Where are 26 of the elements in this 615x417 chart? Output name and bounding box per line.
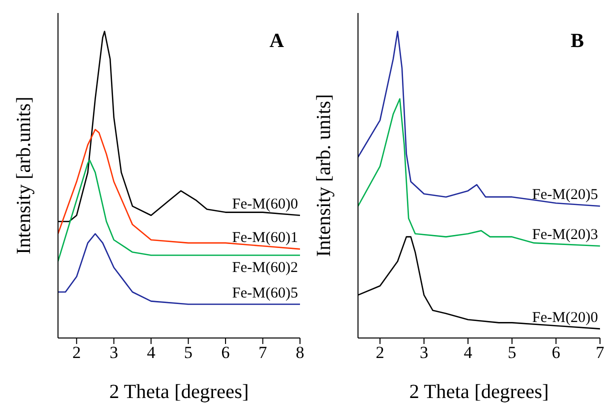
x-tick-label: 5	[508, 343, 516, 362]
x-tick-label: 4	[464, 343, 473, 362]
x-tick-label: 8	[296, 343, 304, 362]
series-label: Fe-M(60)0	[232, 196, 298, 212]
x-tick-label: 4	[146, 343, 156, 362]
x-axis-title: 2 Theta [degrees]	[409, 381, 549, 403]
x-axis-title: 2 Theta [degrees]	[109, 381, 249, 403]
series-label: Fe-M(60)5	[232, 285, 298, 302]
x-tick-label: 6	[221, 343, 230, 362]
y-axis-title: Intensity [arb. units]	[313, 94, 336, 257]
series-label: Fe-M(20)3	[532, 227, 598, 244]
x-tick-label: 7	[258, 343, 268, 362]
x-tick-label: 5	[184, 343, 193, 362]
series-label: Fe-M(60)1	[232, 230, 298, 246]
series-label: Fe-M(20)5	[532, 187, 598, 204]
annotation: A	[270, 30, 284, 52]
x-tick-label: 3	[110, 343, 118, 362]
x-tick-label: 6	[552, 343, 560, 362]
x-tick-label: 3	[420, 343, 428, 362]
annotation: B	[570, 30, 584, 52]
y-axis-title: Intensity [arb.units]	[13, 96, 36, 254]
x-tick-label: 2	[72, 343, 81, 362]
x-tick-label: 7	[596, 343, 605, 362]
series-label: Fe-M(20)0	[532, 310, 598, 326]
series-label: Fe-M(60)2	[232, 260, 298, 276]
x-tick-label: 2	[376, 343, 384, 362]
